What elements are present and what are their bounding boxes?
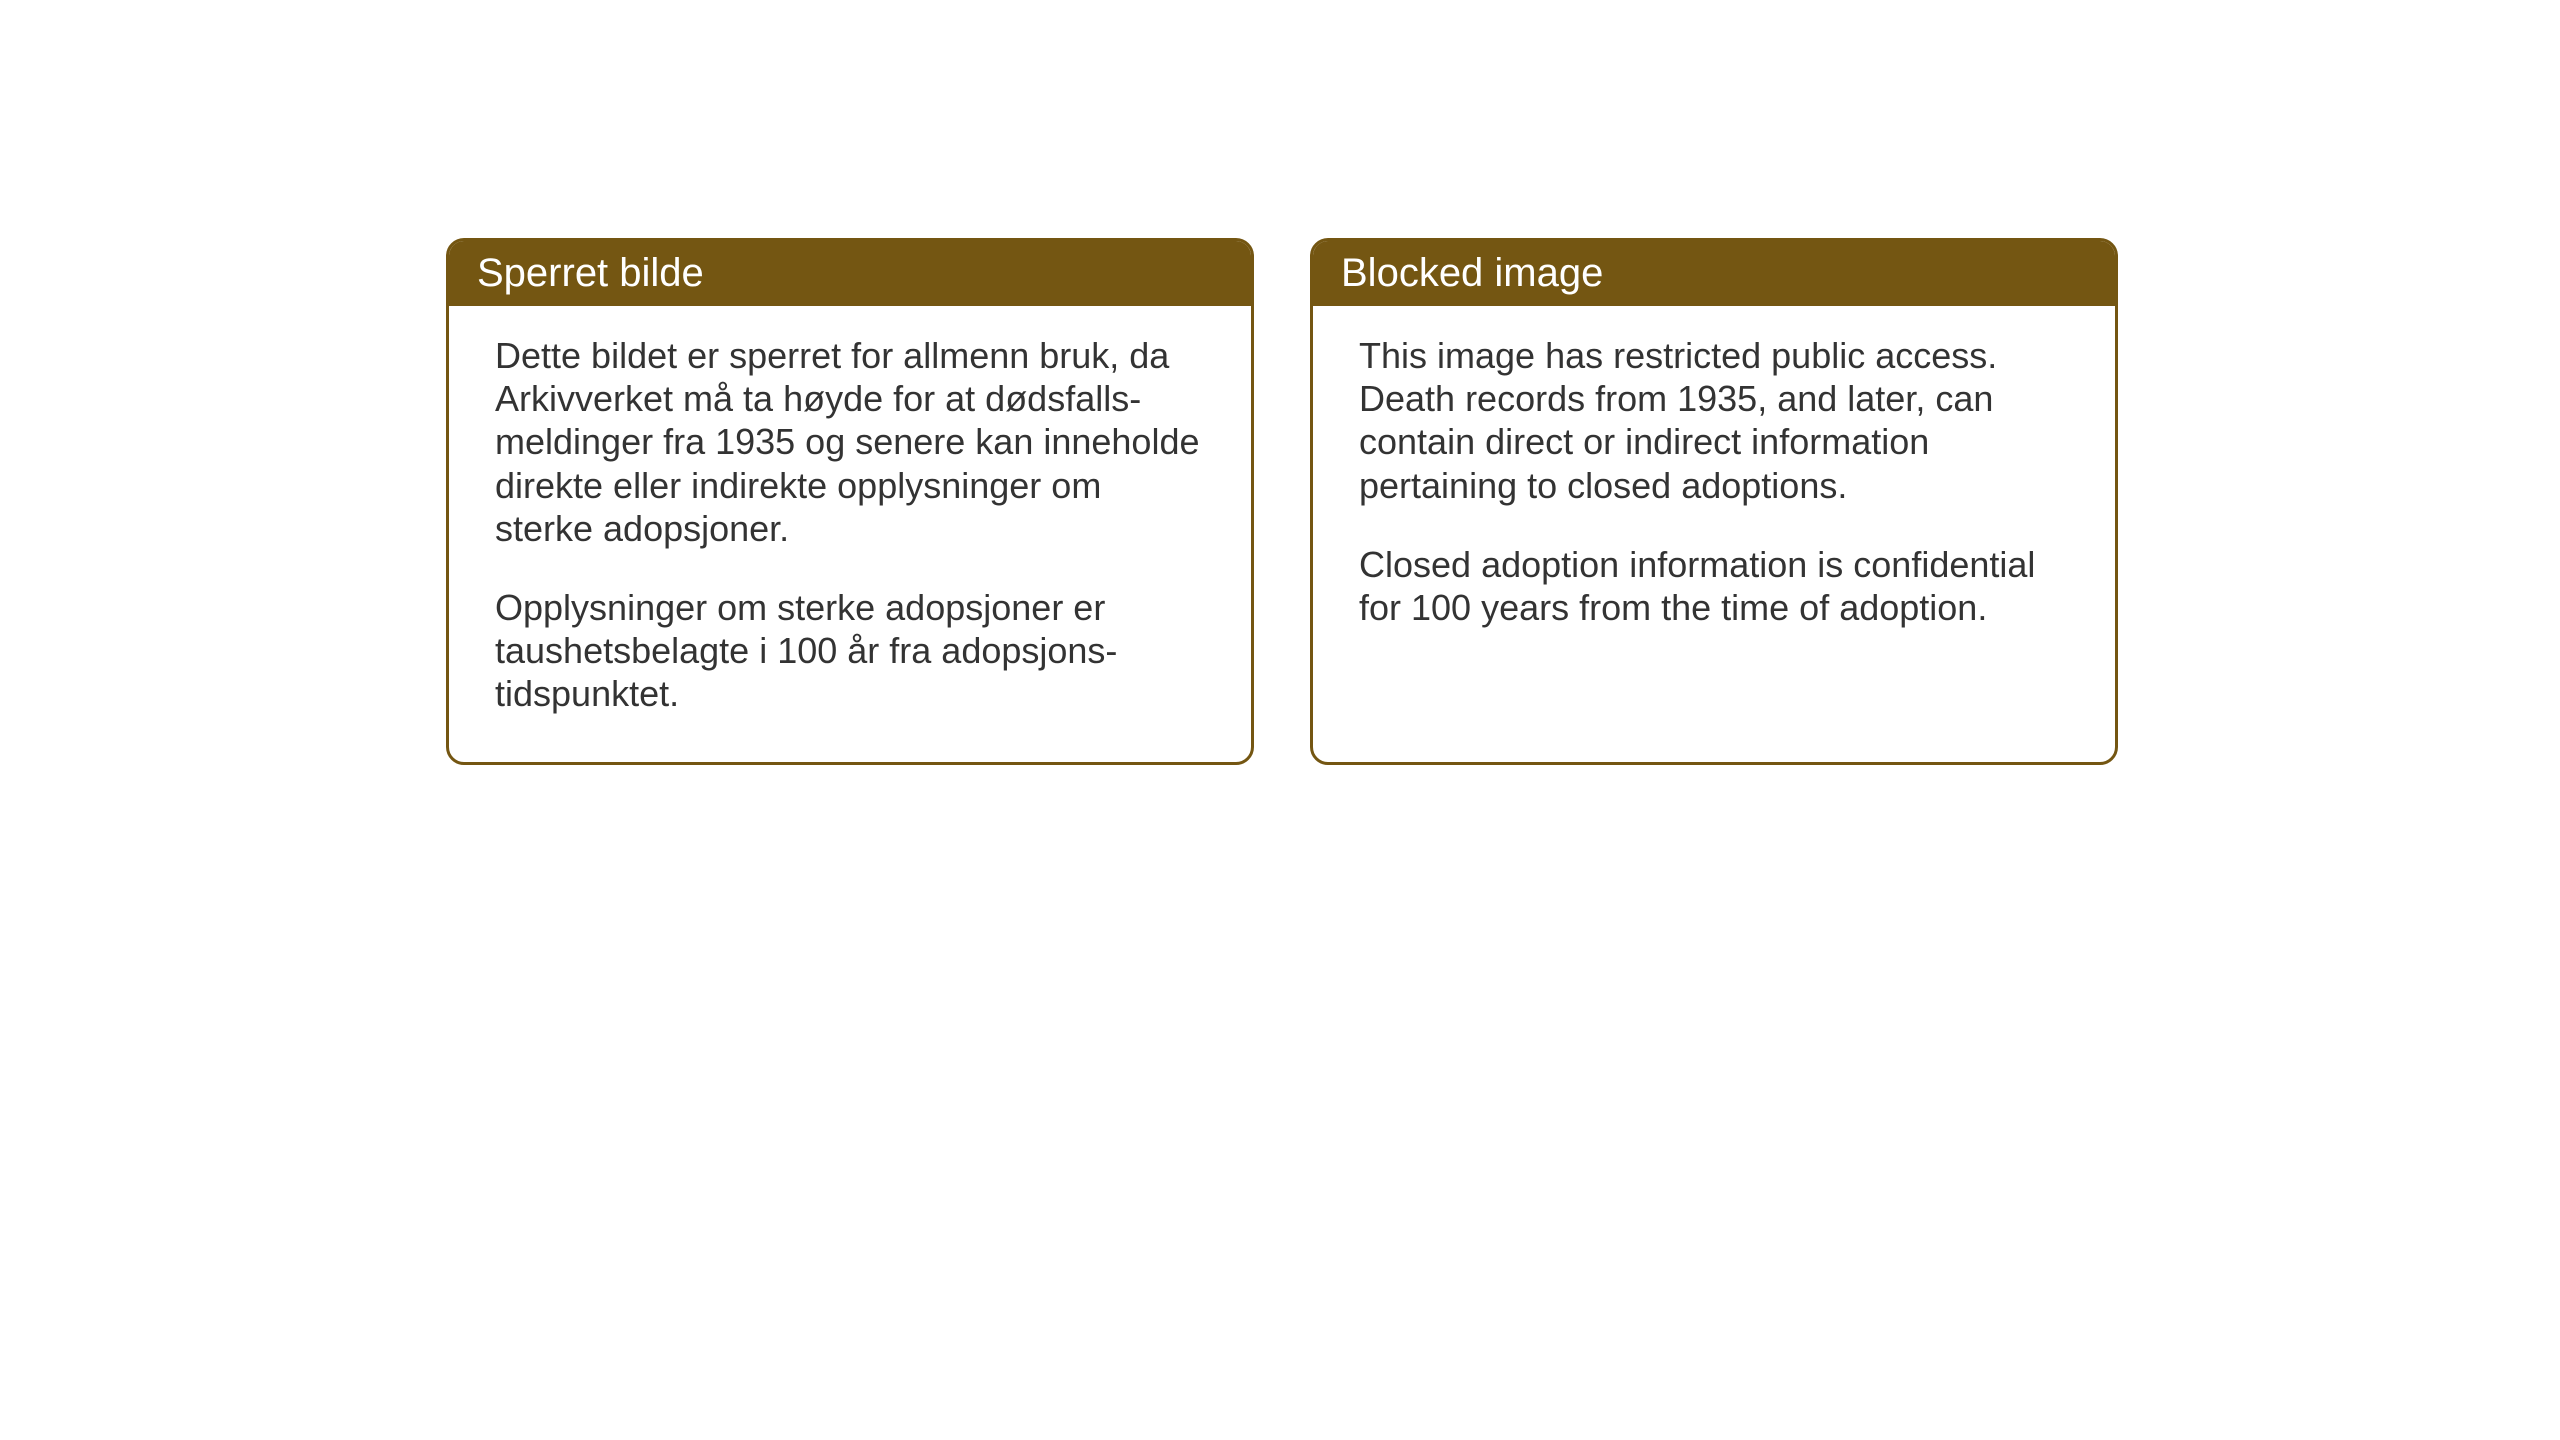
notice-box-norwegian: Sperret bilde Dette bildet er sperret fo…: [446, 238, 1254, 765]
notice-body-english: This image has restricted public access.…: [1313, 306, 2115, 675]
notice-container: Sperret bilde Dette bildet er sperret fo…: [446, 238, 2118, 765]
notice-paragraph-1-norwegian: Dette bildet er sperret for allmenn bruk…: [495, 334, 1205, 550]
notice-paragraph-1-english: This image has restricted public access.…: [1359, 334, 2069, 507]
notice-title-norwegian: Sperret bilde: [477, 251, 704, 295]
notice-paragraph-2-norwegian: Opplysninger om sterke adopsjoner er tau…: [495, 586, 1205, 716]
notice-title-english: Blocked image: [1341, 251, 1603, 295]
notice-box-english: Blocked image This image has restricted …: [1310, 238, 2118, 765]
notice-body-norwegian: Dette bildet er sperret for allmenn bruk…: [449, 306, 1251, 762]
notice-paragraph-2-english: Closed adoption information is confident…: [1359, 543, 2069, 629]
notice-header-english: Blocked image: [1313, 241, 2115, 306]
notice-header-norwegian: Sperret bilde: [449, 241, 1251, 306]
